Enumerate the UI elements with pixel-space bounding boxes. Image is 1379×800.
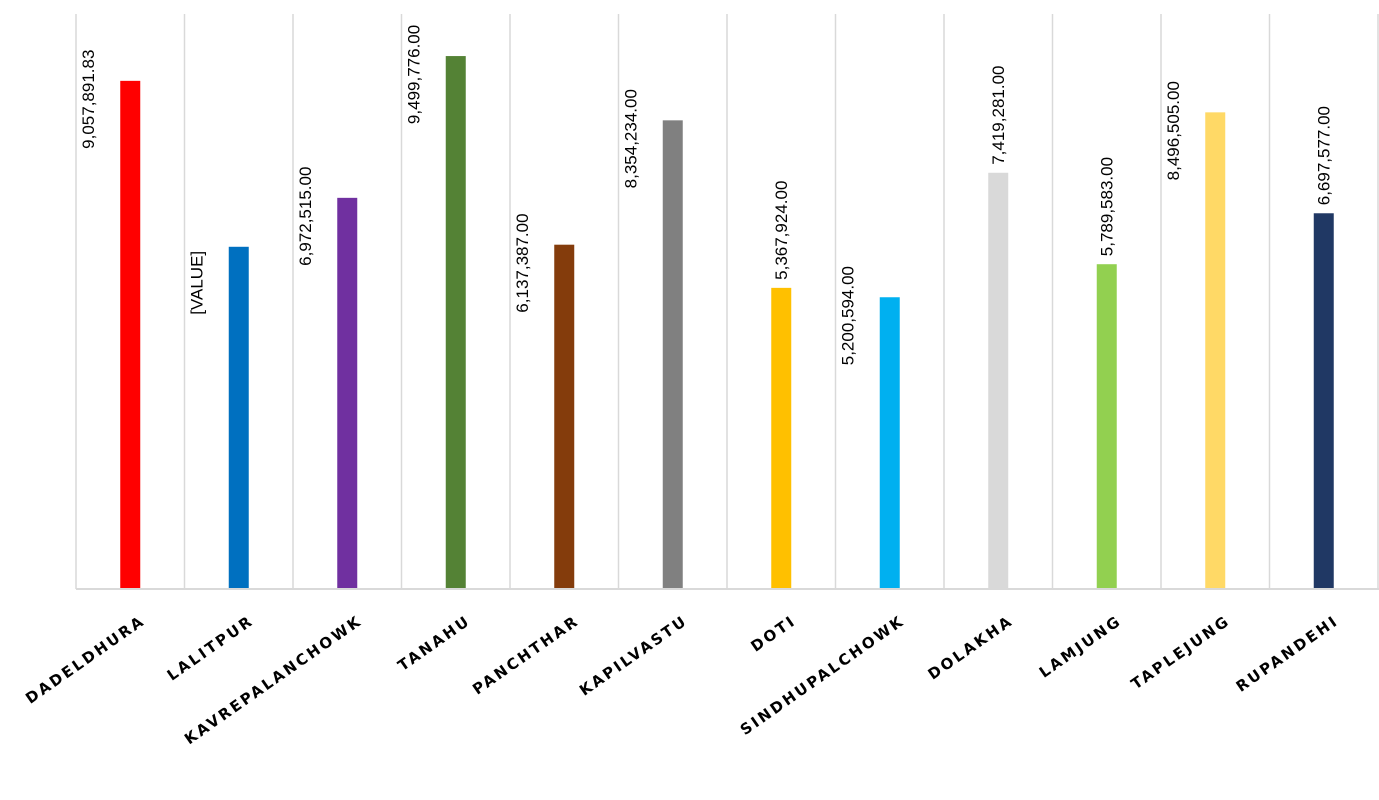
bars xyxy=(120,56,1334,590)
category-label: KAPILVASTU xyxy=(576,612,691,700)
data-label: 7,419,281.00 xyxy=(989,66,1008,165)
category-label: PANCHTHAR xyxy=(469,612,582,699)
category-label: KAVREPALANCHOWK xyxy=(181,612,365,749)
data-label: 5,789,583.00 xyxy=(1098,157,1117,256)
data-label: 9,499,776.00 xyxy=(405,25,424,124)
data-label: 8,354,234.00 xyxy=(622,89,641,188)
data-label: 6,137,387.00 xyxy=(513,213,532,312)
bar-tanahu xyxy=(445,56,466,590)
bar-doti xyxy=(771,287,792,589)
data-label: 5,367,924.00 xyxy=(772,181,791,280)
bar-kavrepalanchowk xyxy=(337,197,358,589)
data-label: 5,200,594.00 xyxy=(839,266,858,365)
data-labels: 9,057,891.83 [VALUE] 6,972,515.00 9,499,776… xyxy=(79,25,1334,365)
data-label: [VALUE] xyxy=(188,251,207,315)
bar-lamjung xyxy=(1096,264,1117,589)
category-label: LALITPUR xyxy=(164,612,257,685)
category-label: LAMJUNG xyxy=(1036,612,1125,682)
data-label: 9,057,891.83 xyxy=(79,50,98,149)
data-label: 6,697,577.00 xyxy=(1315,106,1334,205)
bar-sindhupalchowk xyxy=(879,297,900,589)
bar-panchthar xyxy=(554,244,575,589)
bar-rupandehi xyxy=(1313,213,1334,589)
bar-dadeldhura xyxy=(120,80,141,590)
gridlines xyxy=(75,14,1379,589)
category-label: DOTI xyxy=(747,612,799,656)
category-label: TAPLEJUNG xyxy=(1128,612,1234,694)
category-label: TANAHU xyxy=(394,612,474,675)
category-label: DOLAKHA xyxy=(925,612,1017,684)
data-label: 8,496,505.00 xyxy=(1164,81,1183,180)
data-label: 6,972,515.00 xyxy=(296,167,315,266)
bar-lalitpur xyxy=(228,246,249,590)
bar-dolakha xyxy=(988,172,1009,590)
bar-kapilvastu xyxy=(662,120,683,590)
bar-taplejung xyxy=(1205,112,1226,589)
category-label: DADELDHURA xyxy=(22,612,148,708)
category-label: RUPANDEHI xyxy=(1233,612,1342,696)
